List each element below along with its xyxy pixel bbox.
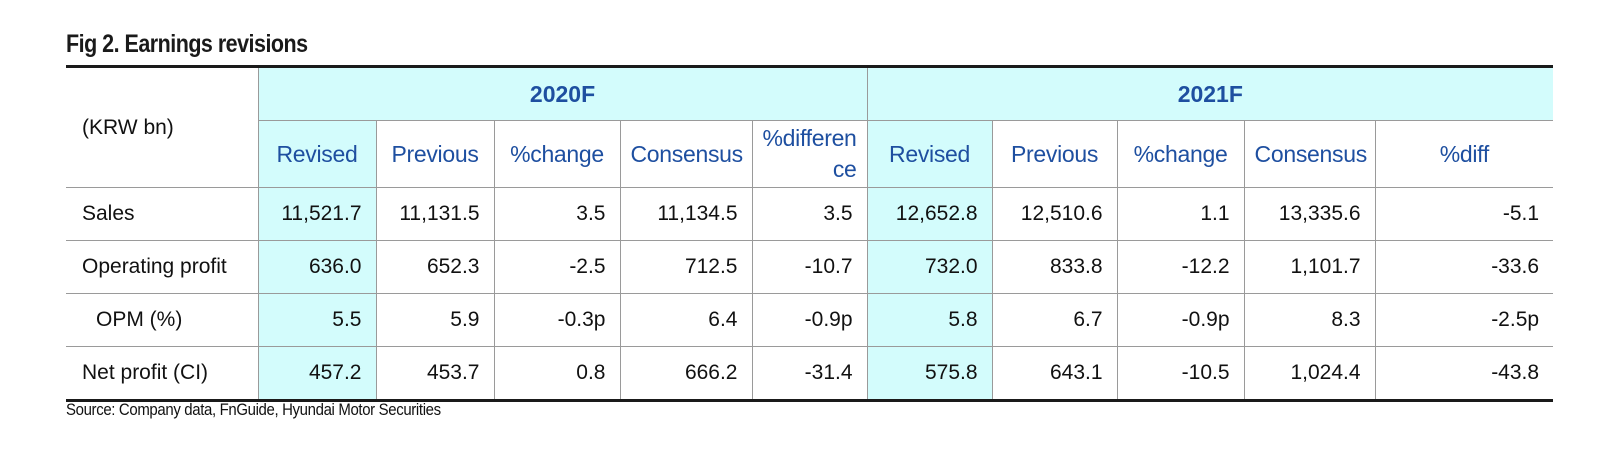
cell-2021-previous: 643.1	[991, 346, 1118, 401]
cell-2020-previous: 5.9	[375, 293, 495, 347]
column-header-row: Revised Previous %change Consensus %diff…	[66, 120, 1554, 188]
row-label: Operating profit	[66, 240, 259, 294]
table-row-sales: Sales 11,521.7 11,131.5 3.5 11,134.5 3.5…	[66, 187, 1554, 241]
cell-2020-change: 3.5	[493, 187, 621, 241]
cell-2021-diff: -5.1	[1374, 187, 1554, 241]
source-note: Source: Company data, FnGuide, Hyundai M…	[66, 400, 441, 419]
cell-2020-change: -0.3p	[493, 293, 621, 347]
cell-2020-revised: 11,521.7	[257, 187, 377, 241]
col-header-2020-consensus: Consensus	[619, 120, 753, 188]
col-header-2020-revised: Revised	[258, 120, 377, 188]
cell-2021-consensus: 1,024.4	[1243, 346, 1376, 401]
col-header-2020-previous: Previous	[375, 120, 495, 188]
col-header-2021-change: %change	[1116, 120, 1245, 188]
col-header-2020-change: %change	[493, 120, 621, 188]
cell-2021-consensus: 1,101.7	[1243, 240, 1376, 294]
cell-2020-revised: 457.2	[257, 346, 377, 401]
group-header-2021: 2021F	[866, 66, 1554, 121]
cell-2020-previous: 652.3	[375, 240, 495, 294]
cell-2021-change: 1.1	[1116, 187, 1245, 241]
earnings-revisions-table: (KRW bn) 2020F 2021F Revised Previous %c…	[66, 65, 1554, 402]
col-header-2021-revised: Revised	[866, 120, 993, 188]
cell-2021-revised: 5.8	[866, 293, 993, 347]
cell-2021-revised: 12,652.8	[866, 187, 993, 241]
cell-2021-diff: -33.6	[1374, 240, 1554, 294]
row-label: OPM (%)	[66, 293, 259, 347]
row-label: Net profit (CI)	[66, 346, 259, 401]
col-header-2021-consensus: Consensus	[1243, 120, 1376, 188]
cell-2020-consensus: 712.5	[619, 240, 753, 294]
cell-2021-diff: -43.8	[1374, 346, 1554, 401]
cell-2021-consensus: 13,335.6	[1243, 187, 1376, 241]
unit-label: (KRW bn)	[66, 66, 259, 188]
col-header-2020-difference: %difference	[751, 120, 868, 188]
earnings-revisions-table-wrapper: (KRW bn) 2020F 2021F Revised Previous %c…	[66, 65, 1554, 402]
cell-2020-revised: 636.0	[257, 240, 377, 294]
cell-2021-revised: 575.8	[866, 346, 993, 401]
cell-2021-revised: 732.0	[866, 240, 993, 294]
col-header-2021-previous: Previous	[991, 120, 1118, 188]
cell-2020-difference: -0.9p	[751, 293, 868, 347]
cell-2020-revised: 5.5	[257, 293, 377, 347]
cell-2021-previous: 833.8	[991, 240, 1118, 294]
group-header-2020: 2020F	[257, 66, 868, 121]
cell-2020-previous: 453.7	[375, 346, 495, 401]
group-header-row: (KRW bn) 2020F 2021F	[66, 66, 1554, 188]
cell-2020-consensus: 666.2	[619, 346, 753, 401]
cell-2020-consensus: 6.4	[619, 293, 753, 347]
cell-2021-consensus: 8.3	[1243, 293, 1376, 347]
table-row-operating-profit: Operating profit 636.0 652.3 -2.5 712.5 …	[66, 240, 1554, 294]
cell-2021-previous: 12,510.6	[991, 187, 1118, 241]
cell-2021-change: -12.2	[1116, 240, 1245, 294]
cell-2020-difference: 3.5	[751, 187, 868, 241]
cell-2021-diff: -2.5p	[1374, 293, 1554, 347]
cell-2020-difference: -10.7	[751, 240, 868, 294]
figure-title: Fig 2. Earnings revisions	[66, 30, 308, 58]
cell-2020-difference: -31.4	[751, 346, 868, 401]
table-row-opm: OPM (%) 5.5 5.9 -0.3p 6.4 -0.9p 5.8 6.7 …	[66, 293, 1554, 347]
cell-2021-previous: 6.7	[991, 293, 1118, 347]
cell-2020-previous: 11,131.5	[375, 187, 495, 241]
row-label: Sales	[66, 187, 259, 241]
cell-2020-consensus: 11,134.5	[619, 187, 753, 241]
cell-2020-change: -2.5	[493, 240, 621, 294]
table-row-net-profit: Net profit (CI) 457.2 453.7 0.8 666.2 -3…	[66, 346, 1554, 401]
cell-2020-change: 0.8	[493, 346, 621, 401]
col-header-2021-diff: %diff	[1374, 120, 1554, 188]
cell-2021-change: -10.5	[1116, 346, 1245, 401]
cell-2021-change: -0.9p	[1116, 293, 1245, 347]
